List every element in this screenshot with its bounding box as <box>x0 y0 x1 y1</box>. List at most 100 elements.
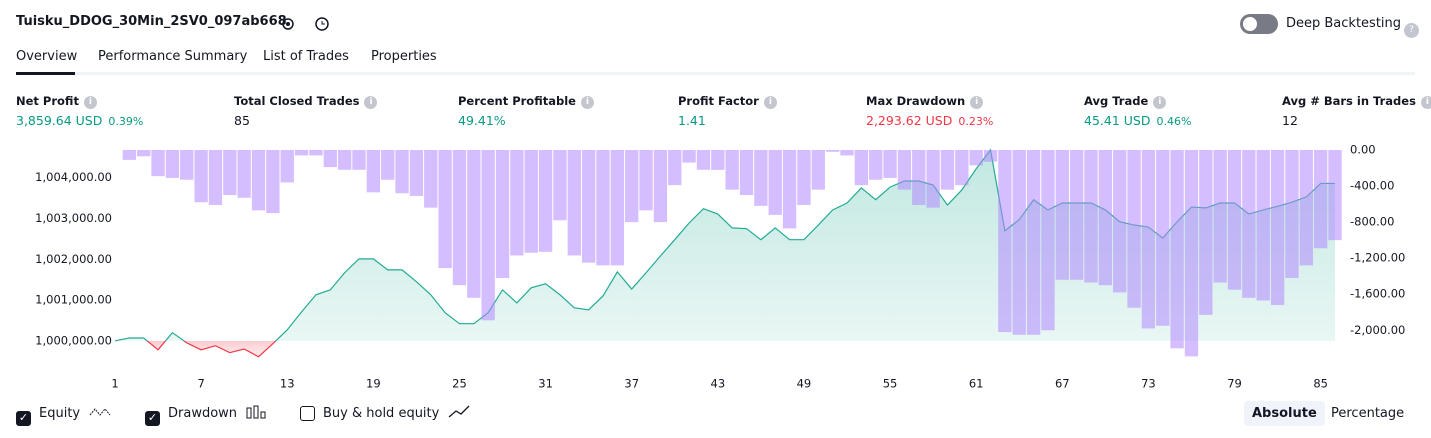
drawdown-bar <box>280 150 294 183</box>
drawdown-bar <box>639 150 653 211</box>
metric-percent: 0.46% <box>1156 115 1192 128</box>
drawdown-bar <box>266 150 280 214</box>
drawdown-bar <box>782 150 797 229</box>
metric-label: Net Profit i <box>16 94 97 109</box>
drawdown-bar <box>1069 150 1084 280</box>
drawdown-bar <box>711 150 725 170</box>
x-tick-label: 49 <box>797 377 812 391</box>
metric-label: Percent Profitable i <box>458 94 594 109</box>
drawdown-bar <box>237 150 251 198</box>
drawdown-bar <box>668 150 682 186</box>
drawdown-bar <box>1141 150 1156 329</box>
metric-label-text: Net Profit <box>16 94 79 108</box>
legend-label: Buy & hold equity <box>323 406 440 421</box>
drawdown-bar <box>294 150 309 156</box>
x-tick-label: 7 <box>197 377 204 391</box>
info-icon[interactable]: i <box>83 96 97 109</box>
x-tick-label: 1 <box>111 377 118 391</box>
y2-tick-label: -1,600.00 <box>1350 287 1405 301</box>
tab[interactable]: List of Trades <box>263 49 349 64</box>
drawdown-bar <box>797 150 811 205</box>
drawdown-bar <box>495 150 510 278</box>
drawdown-bar <box>438 150 452 269</box>
drawdown-bar <box>725 150 739 190</box>
x-tick-label: 73 <box>1141 377 1156 391</box>
metric-label-text: Avg # Bars in Trades <box>1282 94 1416 108</box>
tab[interactable]: Properties <box>371 49 437 64</box>
drawdown-bar <box>754 150 768 206</box>
info-icon[interactable]: i <box>1420 96 1431 109</box>
info-icon[interactable]: i <box>1153 96 1167 109</box>
y-tick-label: 1,003,000.00 <box>35 211 112 225</box>
legend-equity[interactable]: ✓ Equity <box>16 405 114 426</box>
metric-label: Avg # Bars in Trades i <box>1282 94 1431 109</box>
tab[interactable]: Performance Summary <box>98 49 248 64</box>
drawdown-bar <box>811 150 825 190</box>
drawdown-bar <box>1227 150 1242 290</box>
metric-percent: 0.39% <box>108 115 144 128</box>
y2-tick-label: -400.00 <box>1350 179 1394 193</box>
button-percentage[interactable]: Percentage <box>1331 406 1405 421</box>
drawdown-bar <box>524 150 538 253</box>
metric-label: Max Drawdown i <box>866 94 984 109</box>
info-icon[interactable]: i <box>763 96 777 109</box>
toggle[interactable] <box>1240 14 1278 34</box>
info-icon[interactable]: i <box>580 96 594 109</box>
drawdown-bar <box>1012 150 1026 335</box>
y2-tick-label: -800.00 <box>1350 215 1394 229</box>
drawdown-bar <box>625 150 639 223</box>
metric-label: Total Closed Trades i <box>234 94 378 109</box>
drawdown-bar <box>165 150 180 178</box>
drawdown-bar <box>1328 150 1342 241</box>
drawdown-bar <box>682 150 696 163</box>
strategy-title: Tuisku_DDOG_30Min_2SV0_097ab668 <box>16 14 287 29</box>
drawdown-bar <box>955 150 969 186</box>
x-tick-label: 19 <box>366 377 381 391</box>
x-tick-label: 55 <box>883 377 898 391</box>
legend-drawdown[interactable]: ✓ Drawdown <box>145 405 267 426</box>
drawdown-bar <box>395 150 409 194</box>
drawdown-bar <box>840 150 854 156</box>
drawdown-bar <box>1299 150 1313 266</box>
button-absolute[interactable]: Absolute <box>1244 401 1325 426</box>
metric-label: Profit Factor i <box>678 94 777 109</box>
x-tick-label: 79 <box>1227 377 1242 391</box>
drawdown-bar <box>825 150 840 152</box>
drawdown-bar <box>366 150 381 193</box>
legend-buy-hold[interactable]: Buy & hold equity <box>300 405 471 421</box>
drawdown-bar <box>553 150 567 221</box>
y-tick-label: 1,000,000.00 <box>35 333 112 347</box>
drawdown-bar <box>1256 150 1270 301</box>
metric-value: 2,293.62 USD 0.23% <box>866 113 993 128</box>
metric-value-text: 2,293.62 USD <box>866 113 953 128</box>
info-icon[interactable]: i <box>970 96 984 109</box>
drawdown-bar <box>1313 150 1328 249</box>
drawdown-bar <box>1184 150 1199 357</box>
drawdown-bar <box>309 150 323 156</box>
drawdown-bar <box>883 150 897 178</box>
metric-value-text: 45.41 USD <box>1084 113 1151 128</box>
drawdown-bar <box>653 150 668 223</box>
drawdown-bar <box>1041 150 1055 331</box>
drawdown-bar <box>481 150 495 321</box>
drawdown-bar <box>696 150 711 170</box>
x-tick-label: 31 <box>538 377 553 391</box>
drawdown-bar <box>1170 150 1184 349</box>
y2-tick-label: -2,000.00 <box>1350 323 1405 337</box>
metric-value: 45.41 USD 0.46% <box>1084 113 1191 128</box>
drawdown-bar <box>998 150 1012 333</box>
tab[interactable]: Overview <box>16 49 78 64</box>
drawdown-bar <box>940 150 955 190</box>
header-icons[interactable] <box>280 15 340 33</box>
metric-label-text: Max Drawdown <box>866 94 966 108</box>
x-tick-label: 13 <box>280 377 295 391</box>
info-icon[interactable]: i <box>364 96 378 109</box>
drawdown-bar <box>180 150 194 180</box>
drawdown-bar <box>1026 150 1041 335</box>
drawdown-bar <box>424 150 438 208</box>
drawdown-bar <box>1113 150 1127 293</box>
drawdown-bar <box>926 150 940 208</box>
drawdown-bar <box>1242 150 1256 298</box>
